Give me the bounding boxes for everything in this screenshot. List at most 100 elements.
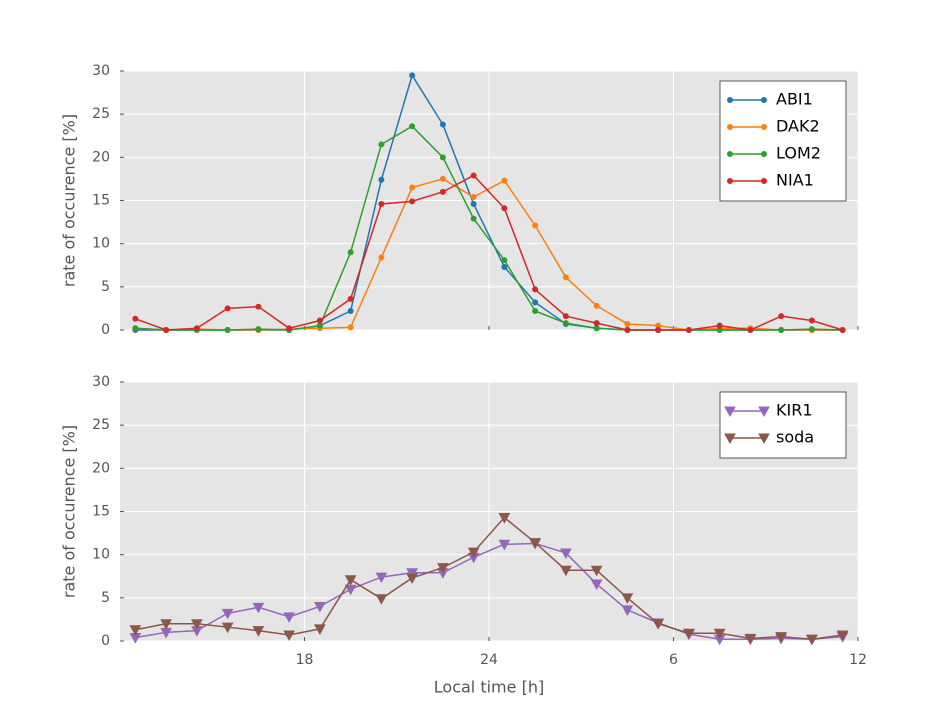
y-tick-label: 0 [101,322,110,338]
series-line [135,125,843,331]
data-point [378,176,385,183]
legend-marker [761,151,767,157]
data-point [624,327,631,333]
x-tick-label: 12 [849,652,867,668]
x-tick-label: 18 [296,652,314,668]
data-point [132,325,139,332]
data-point [467,547,480,559]
data-point [836,630,849,641]
legend-box [719,391,847,459]
data-point [621,605,634,616]
y-tick-label: 10 [92,236,110,252]
data-point [501,205,508,212]
data-point [562,274,569,281]
data-point [224,305,231,312]
data-point [683,628,695,640]
legend-label: ABI1 [776,90,813,109]
y-tick-label: 20 [92,460,110,476]
data-point [532,308,539,315]
data-point [775,632,787,643]
legend-marker [727,178,733,184]
data-point [378,254,385,261]
legend-label: KIR1 [776,401,813,420]
data-point [806,634,818,646]
data-point [560,548,572,559]
data-point [437,563,449,574]
legend-marker [724,406,736,418]
data-point [470,200,477,207]
data-point [593,325,600,332]
y-tick-label: 5 [101,590,110,606]
data-point [685,327,692,333]
data-point [224,327,231,333]
data-point [501,257,508,264]
data-point [160,619,172,630]
data-point [808,326,815,333]
data-point [409,198,416,205]
data-point [314,601,326,613]
data-point [778,313,785,320]
data-point [283,630,295,641]
series-line [135,174,843,331]
x-tick-label: 24 [480,652,498,668]
data-point [439,121,446,128]
data-point [593,302,600,309]
x-tick-label: 6 [669,652,678,668]
data-point [470,172,477,179]
y-tick-label: 20 [92,149,110,165]
data-point [193,325,200,332]
series-line [135,516,843,641]
legend-marker [758,406,770,418]
legend-marker [724,433,736,445]
data-point [283,612,295,623]
data-point [808,317,815,324]
legend-marker [761,178,767,184]
y-axis-label: rate of occurence [%] [60,114,79,287]
legend-marker [727,151,733,157]
y-tick-label: 25 [92,417,110,433]
data-point [747,327,754,333]
data-point [778,327,785,333]
data-point [406,568,418,579]
data-point [255,326,262,333]
data-point [713,628,726,640]
data-point [532,286,539,293]
series-line [135,542,843,641]
legend-marker [727,97,733,103]
legend-marker [761,97,767,103]
data-point [409,184,416,191]
y-tick-label: 15 [92,193,110,209]
data-point [532,222,539,229]
data-point [255,303,262,310]
y-tick-label: 10 [92,547,110,563]
data-point [562,313,569,320]
legend-marker [727,124,733,130]
data-point [375,594,388,605]
data-point [406,573,418,585]
data-point [590,565,603,577]
data-point [470,215,477,222]
data-point [655,327,662,333]
data-point [470,194,477,201]
data-point [129,625,142,636]
data-point [652,619,664,630]
data-point [316,322,323,329]
data-point [624,320,631,327]
data-point [163,327,170,333]
data-point [716,322,723,329]
legend-label: soda [776,428,814,447]
data-point [501,177,508,184]
y-tick-label: 25 [92,106,110,122]
data-point [621,593,634,604]
data-point [221,622,234,634]
data-point [839,327,846,333]
data-point [744,633,757,645]
legend-marker [761,124,767,130]
x-axis-label: Local time [h] [434,678,544,697]
y-tick-label: 5 [101,279,110,295]
data-point [191,619,203,630]
data-point [378,200,385,207]
data-point [252,626,265,637]
legend-label: DAK2 [776,117,820,136]
data-point [375,572,388,584]
